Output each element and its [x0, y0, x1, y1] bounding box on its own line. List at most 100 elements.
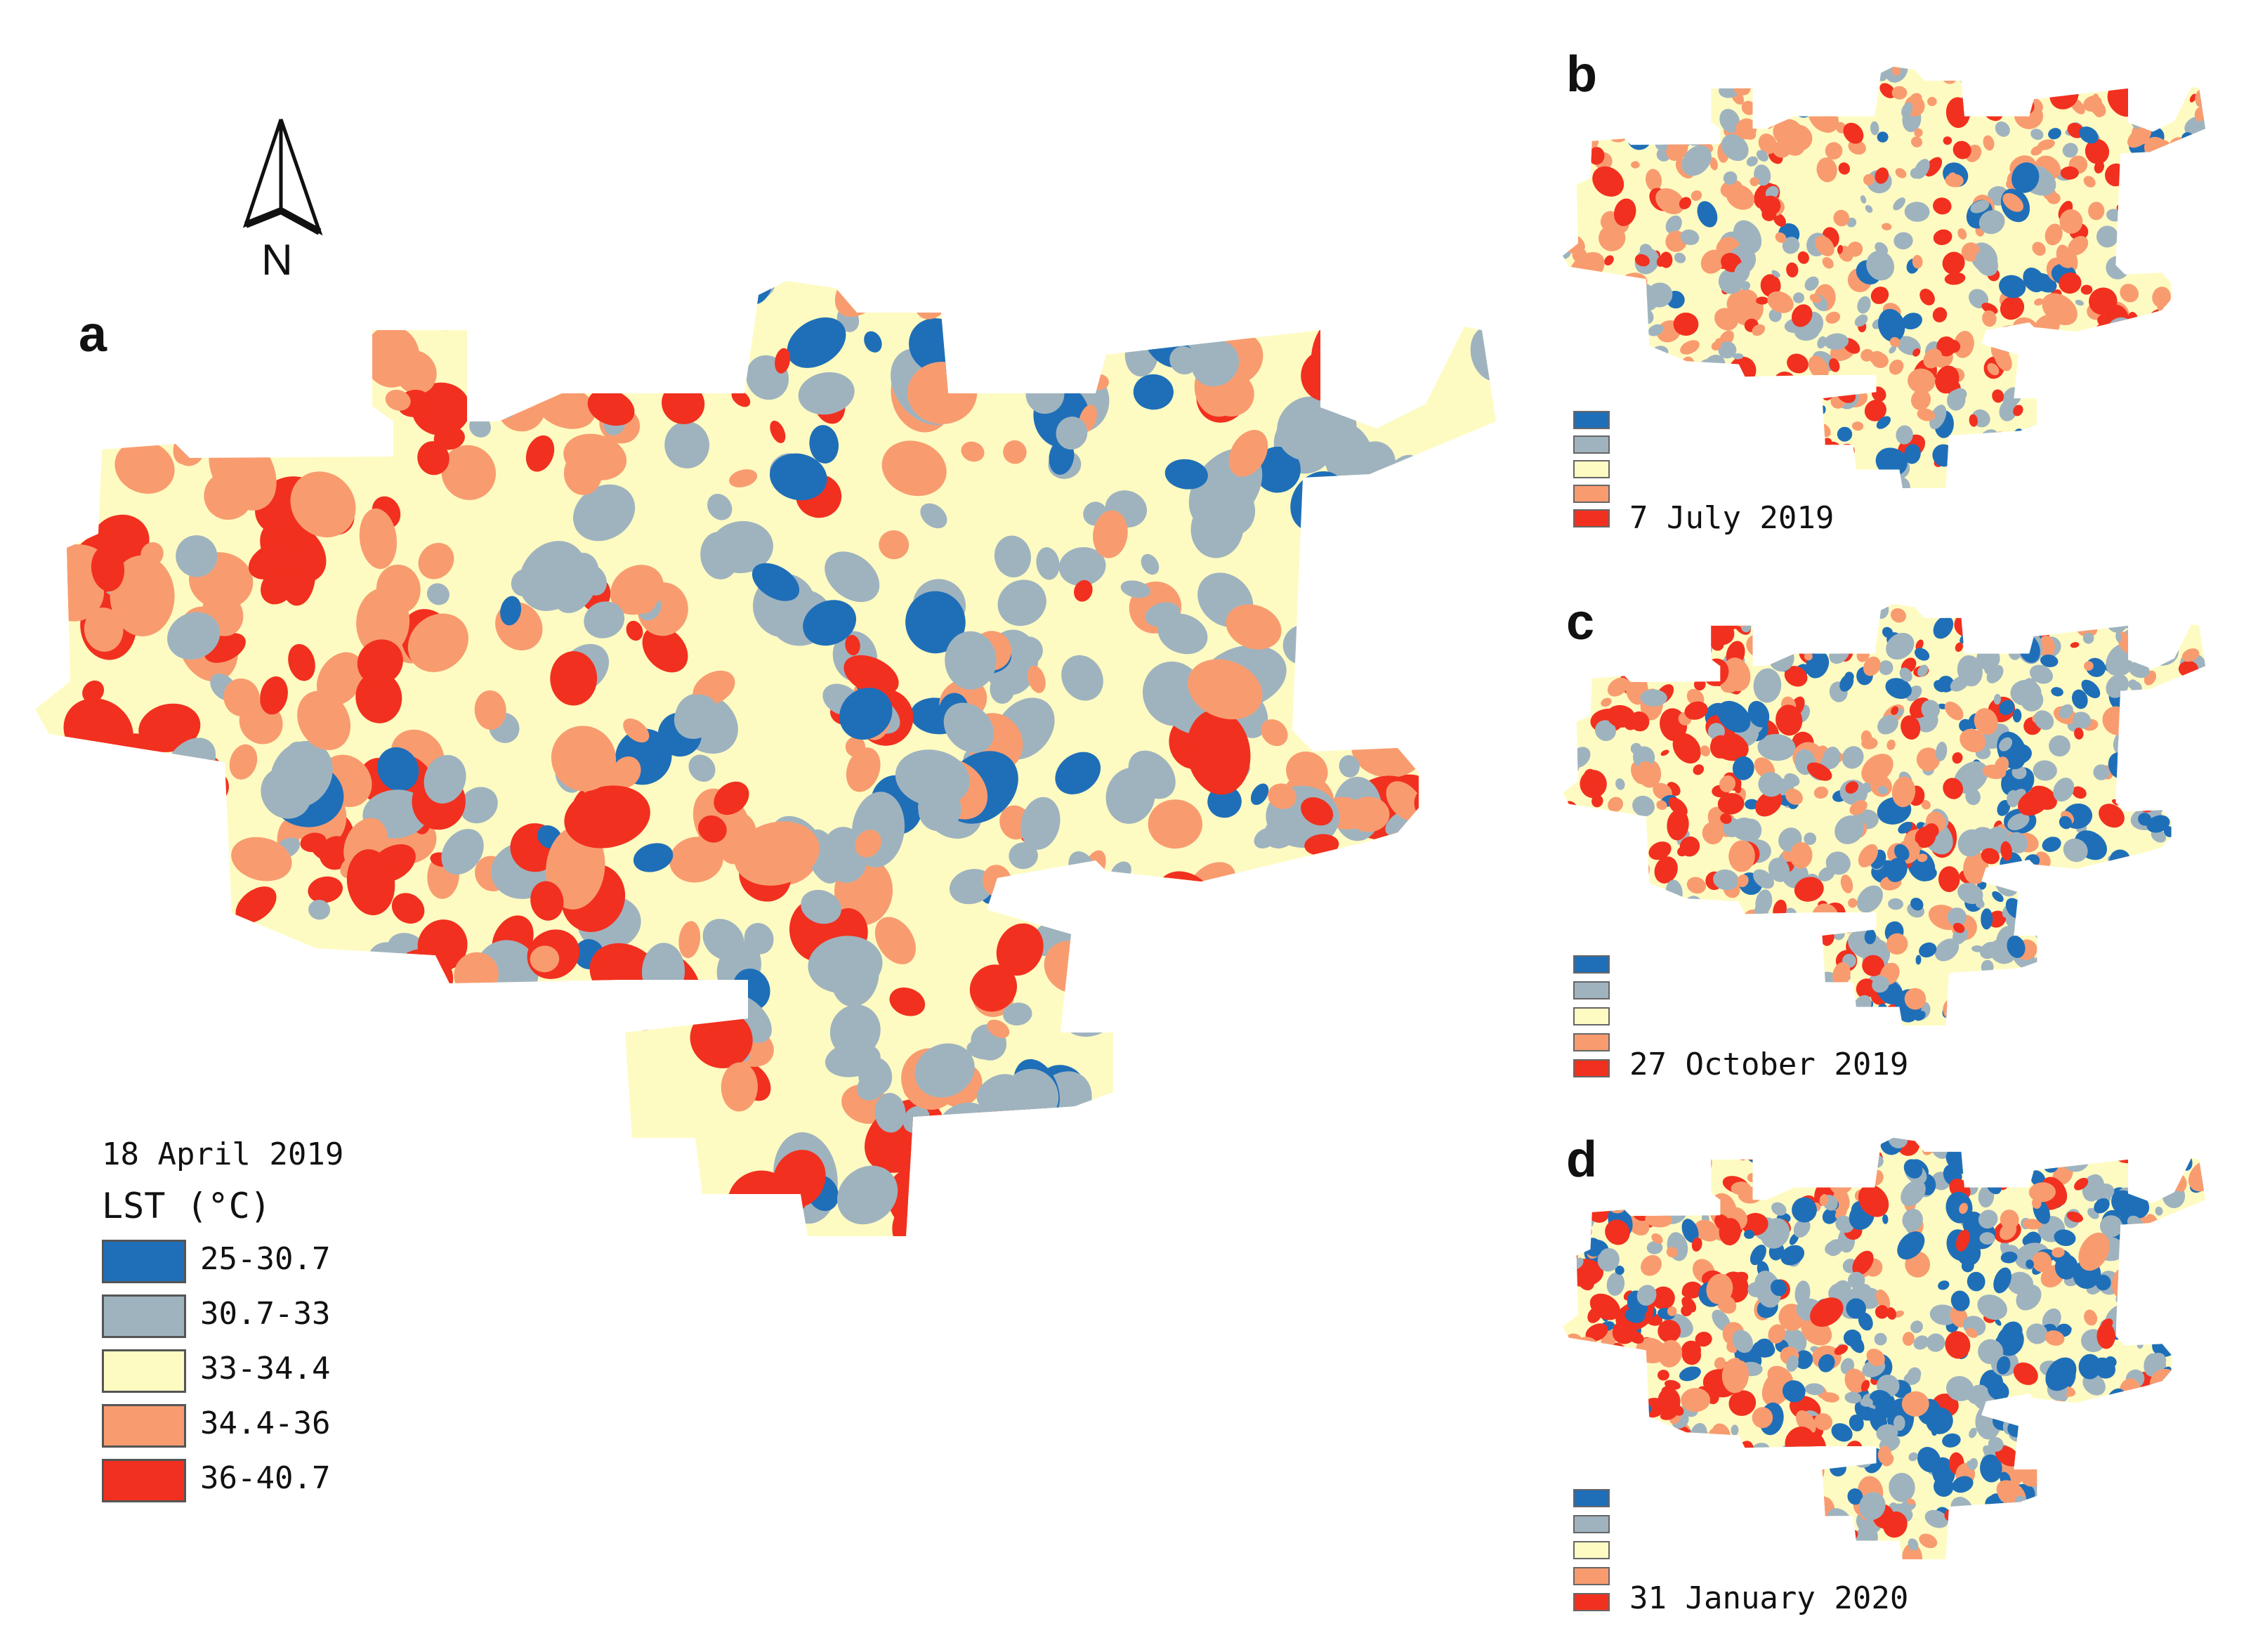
lst-patch-class-4 [2027, 987, 2052, 1007]
lst-patch-class-4 [1830, 1522, 1846, 1544]
lst-patch-class-1 [1791, 1168, 1806, 1183]
lst-patch-class-4 [2042, 293, 2078, 325]
lst-patch-class-1 [1770, 1534, 1794, 1559]
lst-patch-class-5 [2122, 474, 2137, 488]
lst-patch-class-2 [1715, 67, 1738, 78]
lst-patch-class-5 [1681, 1340, 1701, 1361]
lst-patch-class-2 [1860, 195, 1867, 204]
lst-patch-class-4 [2126, 976, 2148, 998]
lst-patch-class-5 [1621, 980, 1641, 999]
lst-patch-class-2 [2103, 1527, 2129, 1552]
lst-patch-class-5 [1679, 1535, 1692, 1547]
lst-patch-class-4 [1228, 430, 1268, 477]
lst-patch-class-4 [2000, 1223, 2017, 1240]
lst-patch-class-4 [1563, 1361, 1594, 1389]
lst-patch-class-1 [1110, 1120, 1169, 1168]
lst-patch-class-2 [1783, 442, 1811, 471]
lst-patch-class-2 [2197, 834, 2203, 844]
lst-patch-class-2 [2106, 327, 2118, 346]
lst-patch-class-2 [1857, 296, 1871, 314]
lst-patch-class-2 [1778, 981, 1804, 1000]
lst-patch-class-5 [1842, 1138, 1871, 1155]
lst-patch-class-2 [2059, 704, 2073, 719]
lst-patch-class-1 [1301, 1051, 1334, 1084]
lst-patch-class-4 [2034, 298, 2044, 306]
lst-patch-class-5 [1649, 1488, 1683, 1516]
lst-patch-class-2 [1648, 324, 1664, 336]
lst-patch-class-4 [1895, 168, 1907, 178]
lst-patch-class-5 [1733, 1138, 1743, 1145]
lst-patch-class-5 [1665, 914, 1681, 939]
lst-patch-class-5 [2072, 786, 2087, 799]
lst-patch-class-4 [1656, 800, 1667, 811]
lst-patch-class-1 [500, 596, 522, 626]
lst-patch-class-1 [1886, 858, 1908, 882]
legend-c-swatch-2 [1573, 981, 1610, 999]
lst-patch-class-5 [99, 901, 129, 930]
lst-patch-class-1 [1894, 844, 1910, 861]
lst-patch-class-4 [2059, 209, 2083, 234]
lst-patch-class-2 [2111, 1527, 2132, 1548]
lst-patch-class-1 [2134, 1141, 2167, 1167]
lst-patch-class-2 [1818, 1535, 1840, 1556]
lst-patch-class-2 [1731, 1424, 1739, 1436]
lst-patch-class-4 [2052, 1247, 2065, 1258]
lst-patch-class-5 [1162, 1133, 1200, 1169]
lst-patch-class-1 [1602, 1402, 1622, 1417]
lst-patch-class-5 [1676, 1474, 1695, 1497]
lst-patch-class-5 [1673, 312, 1699, 336]
lst-patch-class-4 [1641, 1476, 1660, 1498]
lst-patch-class-4 [2192, 1339, 2205, 1359]
lst-patch-class-5 [2190, 152, 2204, 166]
lst-patch-class-2 [2144, 723, 2165, 745]
lst-patch-class-4 [1738, 1365, 1747, 1375]
lst-patch-class-5 [1829, 358, 1840, 372]
lst-patch-class-5 [1598, 1306, 1615, 1318]
lst-patch-class-4 [1767, 291, 1794, 313]
lst-patch-class-5 [2178, 660, 2198, 678]
lst-patch-class-4 [1869, 350, 1885, 365]
lst-patch-class-2 [1893, 232, 1913, 250]
lst-patch-class-2 [2094, 931, 2109, 947]
lst-patch-class-2 [1950, 676, 1969, 692]
lst-patch-class-4 [1575, 273, 1605, 301]
lst-patch-class-5 [1613, 469, 1623, 479]
lst-patch-class-5 [1794, 877, 1824, 902]
map-panel-d [1563, 1138, 2205, 1559]
lst-patch-class-2 [63, 956, 139, 1028]
lst-patch-class-2 [935, 1141, 991, 1193]
lst-patch-class-4 [1858, 844, 1878, 867]
lst-patch-class-2 [1740, 400, 1760, 421]
lst-patch-class-4 [1618, 395, 1636, 416]
lst-patch-class-2 [1271, 911, 1297, 931]
lst-patch-class-4 [441, 445, 497, 500]
lst-patch-class-5 [626, 620, 643, 641]
lst-patch-class-4 [1386, 781, 1424, 821]
lst-patch-class-5 [2080, 284, 2093, 295]
lst-patch-class-2 [2119, 738, 2144, 765]
lst-patch-class-5 [304, 295, 353, 343]
lst-patch-class-2 [798, 372, 855, 415]
lst-patch-class-2 [990, 674, 1015, 704]
lst-patch-class-2 [1648, 388, 1659, 398]
lst-patch-class-1 [1416, 965, 1469, 1005]
lst-patch-class-4 [1419, 853, 1453, 884]
lst-patch-class-1 [1962, 1211, 1984, 1236]
lst-patch-class-2 [1934, 938, 1960, 962]
lst-patch-class-5 [1667, 1166, 1687, 1190]
lst-patch-class-5 [2013, 1362, 2038, 1385]
lst-patch-class-4 [1755, 67, 1776, 82]
lst-patch-class-5 [1678, 1153, 1697, 1179]
lst-patch-class-4 [1368, 509, 1426, 579]
lst-patch-class-4 [364, 1052, 404, 1097]
lst-patch-class-4 [1643, 649, 1653, 664]
lst-patch-class-1 [1453, 726, 1496, 788]
lst-patch-class-4 [2034, 851, 2051, 869]
lst-patch-class-5 [1648, 841, 1672, 860]
lst-patch-class-5 [104, 839, 152, 888]
lst-patch-class-5 [1995, 1446, 2020, 1467]
lst-patch-class-5 [2196, 1328, 2205, 1335]
lst-patch-class-4 [1227, 1149, 1252, 1178]
lst-patch-class-2 [2153, 743, 2166, 759]
lst-patch-class-4 [260, 304, 290, 335]
